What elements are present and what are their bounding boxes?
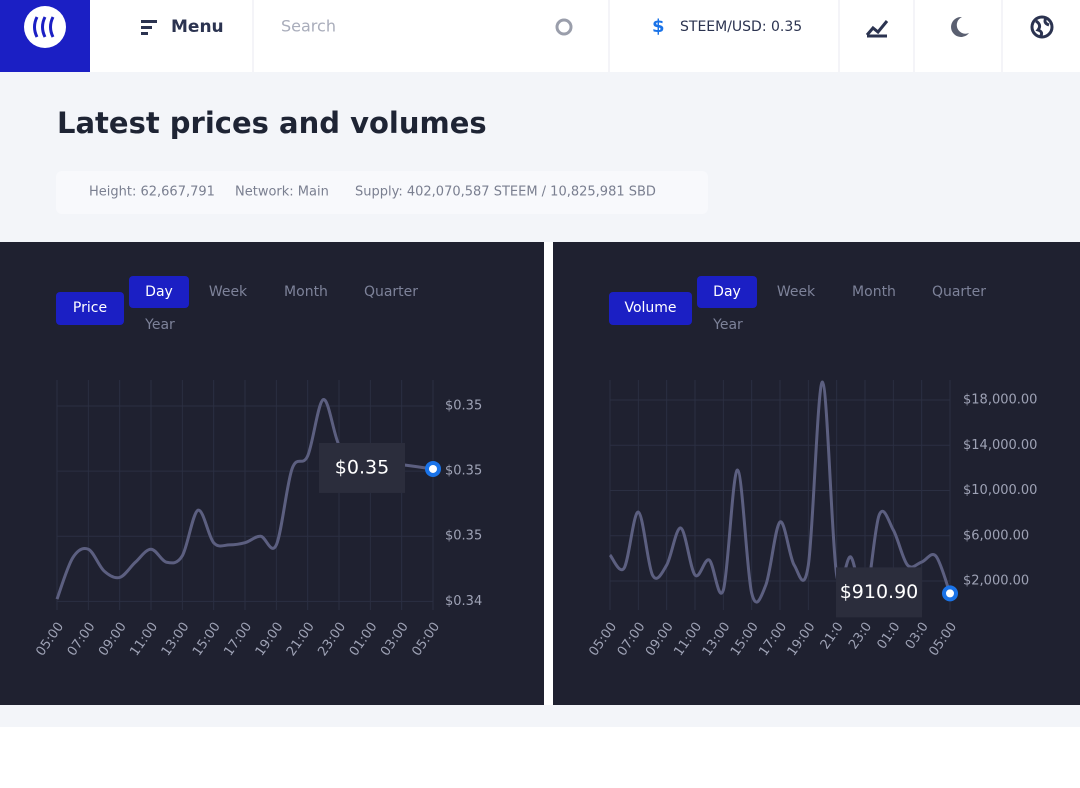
price-ticker: STEEM/USD: 0.35	[680, 19, 802, 35]
chart-icon[interactable]	[865, 20, 889, 38]
y-tick-label: $6,000.00	[963, 528, 1029, 543]
y-tick-label: $0.35	[445, 399, 482, 414]
tab-active[interactable]	[129, 276, 189, 308]
menu-label: Menu	[171, 17, 224, 37]
stats-bar	[56, 171, 708, 214]
marker-inner	[429, 464, 437, 473]
y-tick-label: $14,000.00	[963, 438, 1037, 453]
stat: Network: Main	[235, 185, 329, 200]
stat: Supply: 402,070,587 STEEM / 10,825,981 S…	[355, 185, 656, 200]
marker-inner	[946, 589, 954, 598]
logo-mark	[33, 16, 55, 38]
range-tab[interactable]: Month	[284, 284, 328, 300]
menu-button[interactable]: Menu	[141, 17, 224, 37]
y-tick-label: $18,000.00	[963, 393, 1037, 408]
range-tab[interactable]: Quarter	[364, 284, 418, 300]
menu-icon	[141, 26, 152, 29]
logo	[24, 6, 66, 48]
stat: Height: 62,667,791	[89, 185, 215, 200]
tab-active[interactable]	[697, 276, 757, 308]
range-tab[interactable]: Week	[209, 284, 248, 300]
series-button[interactable]	[56, 292, 124, 325]
language-icon[interactable]	[1030, 15, 1054, 39]
y-tick-label: $10,000.00	[963, 483, 1037, 498]
tooltip-box	[319, 442, 405, 493]
page-title: Latest prices and volumes	[57, 106, 487, 140]
series-button[interactable]	[609, 292, 692, 325]
series-button-label: Volume	[624, 300, 676, 316]
menu-icon	[141, 32, 148, 35]
dollar-icon: $	[652, 16, 665, 37]
range-tab[interactable]: Quarter	[932, 284, 986, 300]
intro-bg	[0, 72, 1080, 242]
range-tab[interactable]: Week	[777, 284, 816, 300]
theme-icon[interactable]	[951, 16, 969, 37]
y-tick-label: $0.35	[445, 529, 482, 544]
series-button-label: Price	[73, 300, 107, 316]
line	[608, 380, 952, 604]
search-input[interactable]: Search	[281, 17, 336, 36]
tooltip: $0.35	[335, 456, 389, 478]
footer-band	[0, 705, 1080, 727]
tooltip-box	[836, 567, 922, 618]
menu-icon	[141, 20, 157, 23]
tooltip: $910.90	[840, 581, 919, 603]
search-icon[interactable]	[555, 18, 573, 36]
range-tab[interactable]: Month	[852, 284, 896, 300]
language-icon	[1035, 17, 1050, 38]
range-tab[interactable]: Year	[144, 317, 175, 333]
y-tick-label: $0.35	[445, 464, 482, 479]
y-tick-label: $2,000.00	[963, 574, 1029, 589]
range-tab[interactable]: Year	[712, 317, 743, 333]
y-tick-label: $0.34	[445, 594, 482, 609]
range-tab[interactable]: Day	[713, 284, 741, 300]
range-tab[interactable]: Day	[145, 284, 173, 300]
